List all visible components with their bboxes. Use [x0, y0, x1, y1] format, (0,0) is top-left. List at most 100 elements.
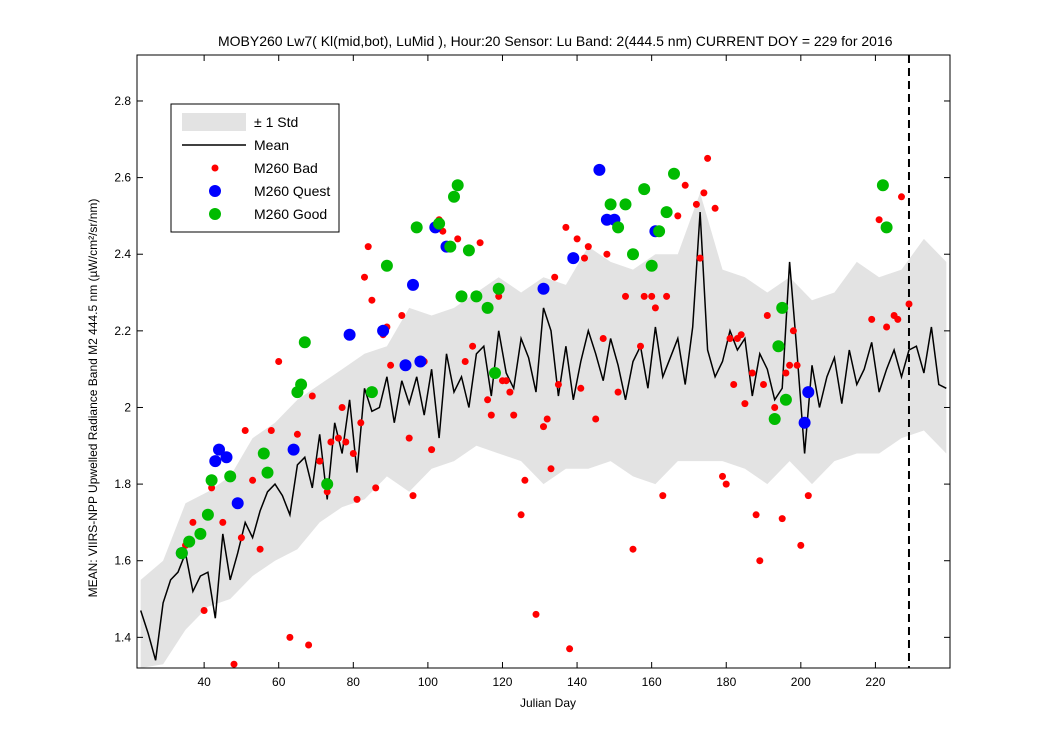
bad-point: [316, 457, 324, 465]
bad-point: [428, 446, 436, 454]
quest-point: [798, 416, 811, 429]
axes-frame: [136, 54, 951, 669]
bad-point: [241, 427, 249, 434]
bad-point: [562, 223, 570, 231]
bad-point: [510, 411, 518, 419]
bad-point: [237, 534, 245, 542]
bad-point: [517, 511, 525, 519]
good-point: [489, 367, 501, 379]
bad-point: [308, 392, 316, 400]
bad-point: [726, 335, 734, 342]
bad-point: [629, 545, 637, 553]
bad-point: [357, 419, 365, 427]
bad-point: [364, 243, 372, 251]
bad-point: [651, 304, 659, 312]
legend-label: Mean: [254, 137, 289, 153]
bad-point: [256, 545, 264, 553]
bad-point: [469, 342, 477, 350]
x-tick-label: 160: [642, 675, 662, 689]
bad-point: [532, 610, 540, 618]
bad-point: [581, 254, 588, 262]
chart-title: MOBY260 Lw7( Kl(mid,bot), LuMid ), Hour:…: [218, 33, 893, 49]
bad-point: [898, 193, 905, 201]
bad-point: [659, 492, 667, 500]
bad-point: [711, 204, 719, 212]
quest-point: [567, 252, 580, 265]
bad-point: [700, 189, 708, 197]
bad-point: [293, 430, 301, 438]
bad-point: [387, 361, 395, 369]
good-point: [470, 290, 483, 303]
x-tick-label: 120: [492, 675, 512, 689]
mean-line: [139, 212, 947, 661]
bad-point: [327, 438, 335, 446]
good-point: [876, 179, 889, 192]
good-point: [604, 198, 617, 211]
good-point: [321, 478, 334, 491]
bad-point: [868, 315, 876, 323]
bad-point: [648, 292, 656, 300]
bad-point: [804, 492, 812, 500]
plot-clip-group: [139, 55, 947, 668]
bad-point: [338, 404, 346, 411]
good-point: [668, 167, 680, 180]
bad-point: [521, 476, 529, 484]
bad-point: [372, 484, 380, 492]
x-tick-label: 60: [272, 675, 286, 689]
good-point: [194, 527, 207, 540]
good-point: [619, 198, 632, 211]
good-point: [660, 206, 673, 219]
legend-dot-swatch: [209, 185, 221, 197]
quest-point: [537, 282, 550, 295]
bad-point: [405, 434, 413, 442]
quest-point: [377, 324, 390, 337]
x-axis-label: Julian Day: [520, 696, 576, 710]
std-band: [140, 192, 947, 668]
plot-area: 40 60 80 100 120 140 160 180 200 220 1.4 1.6 1.8 2 2.2…: [114, 54, 951, 689]
legend-dot-swatch: [209, 208, 221, 220]
bad-point: [368, 296, 376, 304]
bad-point: [696, 254, 704, 262]
x-tick-label: 100: [418, 675, 438, 689]
bad-point: [681, 181, 689, 189]
bad-point: [756, 557, 764, 565]
x-tick-label: 180: [716, 675, 736, 689]
y-tick-label: 2.2: [114, 324, 131, 338]
legend-band-swatch: [182, 113, 246, 131]
good-point: [779, 393, 792, 406]
bad-point: [547, 465, 555, 473]
good-point: [492, 282, 505, 295]
bad-point: [592, 415, 600, 423]
good-point: [433, 217, 446, 230]
y-tick-label: 1.6: [114, 554, 131, 568]
bad-point: [894, 315, 902, 323]
bad-point: [200, 607, 208, 614]
bad-point: [286, 633, 294, 641]
good-point: [451, 179, 464, 192]
bad-point: [741, 400, 749, 408]
bad-point: [692, 200, 700, 208]
bad-point: [752, 511, 760, 519]
good-point: [653, 225, 666, 238]
bad-point: [789, 327, 797, 335]
bad-point: [439, 227, 447, 235]
bad-point: [763, 312, 771, 319]
legend-label: M260 Quest: [254, 183, 330, 199]
quest-point: [399, 359, 412, 372]
good-point: [295, 378, 308, 391]
good-point: [768, 413, 781, 425]
bad-point: [663, 292, 671, 300]
good-point: [462, 244, 475, 257]
bad-point: [704, 154, 712, 162]
y-tick-label: 1.8: [114, 477, 131, 491]
bad-point: [230, 660, 238, 668]
bad-point: [267, 427, 275, 434]
good-point: [638, 183, 651, 196]
legend-label: M260 Bad: [254, 160, 318, 176]
bad-point: [603, 250, 611, 258]
bad-point: [334, 434, 342, 442]
good-point: [365, 386, 378, 399]
good-point: [298, 336, 311, 349]
bad-point: [883, 323, 891, 331]
good-point: [201, 508, 214, 521]
